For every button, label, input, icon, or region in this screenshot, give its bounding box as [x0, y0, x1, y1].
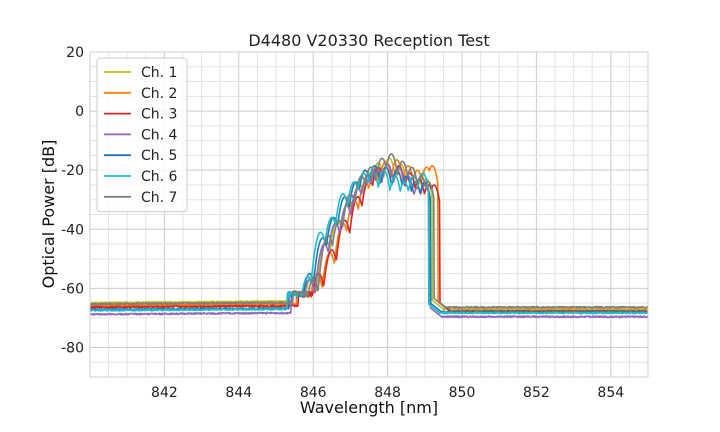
- legend-label: Ch. 5: [141, 148, 177, 164]
- x-tick-label: 846: [300, 385, 327, 401]
- legend-label: Ch. 1: [141, 65, 177, 81]
- x-tick-label: 854: [597, 385, 624, 401]
- y-tick-label: -40: [61, 222, 84, 238]
- x-tick-label: 842: [151, 385, 178, 401]
- y-tick-label: 0: [75, 104, 84, 120]
- legend-label: Ch. 2: [141, 86, 177, 102]
- x-tick-label: 844: [225, 385, 252, 401]
- series-line-7: [89, 153, 649, 309]
- y-tick-label: -20: [61, 163, 84, 179]
- series-lines: [89, 153, 649, 319]
- plot-area-frame: [89, 51, 649, 378]
- legend-label: Ch. 4: [141, 127, 178, 143]
- y-axis-title: Optical Power [dB]: [39, 140, 58, 289]
- legend-label: Ch. 7: [141, 190, 177, 206]
- tick-labels: 842 844 846 848 850 852 854 20 0 -20 -40 -60 -80: [61, 45, 624, 401]
- chart-title: D4480 V20330 Reception Test: [248, 31, 489, 50]
- y-tick-label: 20: [66, 45, 84, 61]
- legend: Ch. 1 Ch. 2 Ch. 3 Ch. 4 Ch. 5 Ch. 6 Ch. 7: [96, 57, 188, 213]
- legend-label: Ch. 3: [141, 107, 177, 123]
- y-tick-label: -80: [61, 340, 84, 356]
- legend-box: [96, 57, 188, 213]
- legend-label: Ch. 6: [141, 169, 178, 185]
- x-tick-label: 850: [449, 385, 476, 401]
- x-tick-label: 852: [523, 385, 550, 401]
- x-axis-title: Wavelength [nm]: [300, 398, 438, 417]
- series-line-6: [89, 169, 649, 315]
- y-tick-label: -60: [61, 281, 84, 297]
- x-tick-label: 848: [374, 385, 401, 401]
